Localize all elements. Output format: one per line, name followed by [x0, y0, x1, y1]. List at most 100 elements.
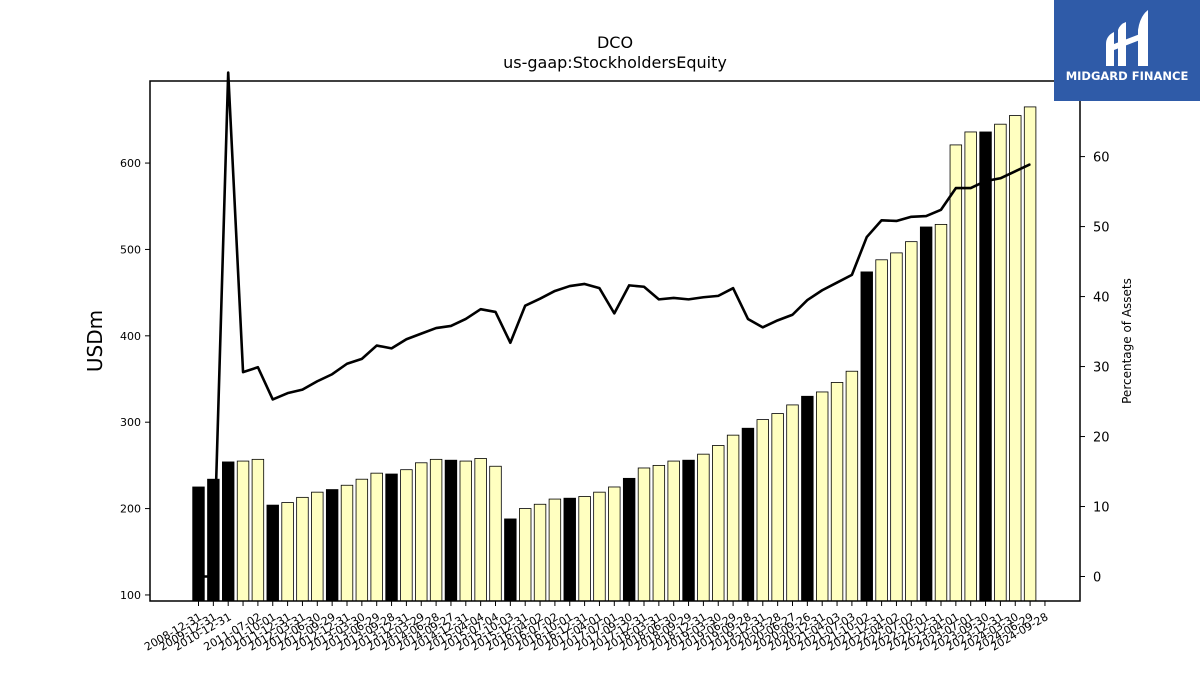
bar: [816, 391, 829, 602]
line-point: [539, 298, 541, 300]
bar: [221, 461, 235, 602]
line-point: [242, 371, 244, 373]
bar: [801, 395, 814, 602]
bar: [771, 413, 784, 602]
line-point: [791, 314, 794, 316]
brand-name: MIDGARD FINANCE: [1065, 69, 1189, 83]
bar: [296, 496, 309, 602]
bar: [236, 460, 250, 602]
bar: [563, 497, 576, 602]
bar: [741, 427, 755, 602]
line-point: [480, 308, 482, 310]
bar: [905, 241, 918, 602]
line-point: [435, 327, 437, 329]
bar-series: [192, 106, 1037, 602]
y2-tick-label: 10: [1093, 501, 1110, 516]
line-point: [806, 299, 808, 301]
line-point: [836, 281, 838, 284]
line-point: [851, 274, 853, 276]
bar: [994, 123, 1007, 602]
bar: [578, 496, 591, 602]
line-point: [1014, 170, 1016, 172]
brand-logo: MIDGARD FINANCE: [1054, 0, 1200, 101]
line-point: [554, 290, 556, 292]
line-point: [925, 215, 927, 217]
bar: [667, 460, 680, 602]
bar: [474, 458, 487, 602]
line-point: [420, 333, 422, 335]
line-point: [821, 289, 823, 291]
bar: [830, 382, 844, 602]
midgard-logo-icon: [1106, 10, 1148, 66]
bar: [756, 419, 770, 602]
bar: [845, 370, 859, 602]
bar: [311, 491, 324, 602]
line-point: [777, 319, 779, 321]
chart-subtitle: us-gaap:StockholdersEquity: [503, 53, 727, 72]
line-point: [227, 72, 229, 74]
bar: [251, 458, 265, 602]
bar: [682, 459, 695, 602]
line-point: [910, 216, 912, 218]
y2-axis-label: Percentage of Assets: [1120, 278, 1134, 404]
line-point: [376, 344, 378, 347]
bar: [325, 489, 339, 602]
bar: [444, 459, 458, 602]
bar: [355, 478, 369, 602]
line-point: [1029, 163, 1031, 165]
line-point: [346, 363, 348, 365]
bar: [726, 434, 740, 602]
line-point: [287, 392, 289, 394]
bar: [504, 518, 517, 602]
y2-tick-label: 60: [1093, 151, 1110, 166]
bar: [192, 486, 205, 602]
bar: [637, 467, 651, 602]
y-axis-label: USDm: [83, 310, 107, 372]
bar: [400, 469, 413, 602]
bar: [1009, 115, 1022, 602]
y-axis-right: 0 10 20 30 40 50 60: [1080, 151, 1110, 586]
line-point: [524, 305, 526, 307]
line-point: [702, 296, 705, 298]
bar: [622, 477, 636, 602]
chart-title: DCO: [597, 33, 633, 52]
y-tick-label: 200: [120, 503, 141, 516]
line-point: [717, 295, 719, 297]
line-point: [569, 285, 571, 287]
bar: [489, 465, 502, 602]
y-tick-label: 100: [120, 589, 141, 602]
bar: [875, 259, 888, 602]
bar: [429, 458, 443, 602]
line-point: [940, 209, 942, 211]
line-point: [316, 380, 318, 382]
bar: [964, 131, 977, 602]
bar: [1023, 106, 1037, 602]
line-point: [955, 187, 957, 189]
bar: [949, 144, 963, 602]
bar: [415, 462, 428, 602]
line-point: [494, 311, 497, 313]
line-point: [613, 312, 615, 314]
line-point: [732, 287, 734, 289]
line-point: [257, 366, 259, 368]
x-axis: 2008-12-312009-12-312010-12-312011-07-02…: [142, 601, 1050, 654]
y2-tick-label: 30: [1093, 361, 1110, 376]
bar: [370, 472, 383, 602]
line-point: [866, 236, 868, 238]
line-point: [598, 287, 601, 289]
line-point: [197, 575, 200, 578]
y-tick-label: 400: [120, 330, 141, 343]
line-point: [390, 347, 393, 349]
line-point: [881, 219, 883, 221]
bar: [519, 508, 532, 602]
bar: [533, 503, 547, 602]
line-point: [509, 342, 511, 344]
line-point: [405, 338, 407, 340]
bar: [890, 252, 903, 602]
line-point: [895, 220, 898, 222]
bar: [919, 226, 933, 602]
bar: [979, 131, 992, 602]
y2-tick-label: 40: [1093, 291, 1110, 306]
bar: [934, 223, 948, 602]
